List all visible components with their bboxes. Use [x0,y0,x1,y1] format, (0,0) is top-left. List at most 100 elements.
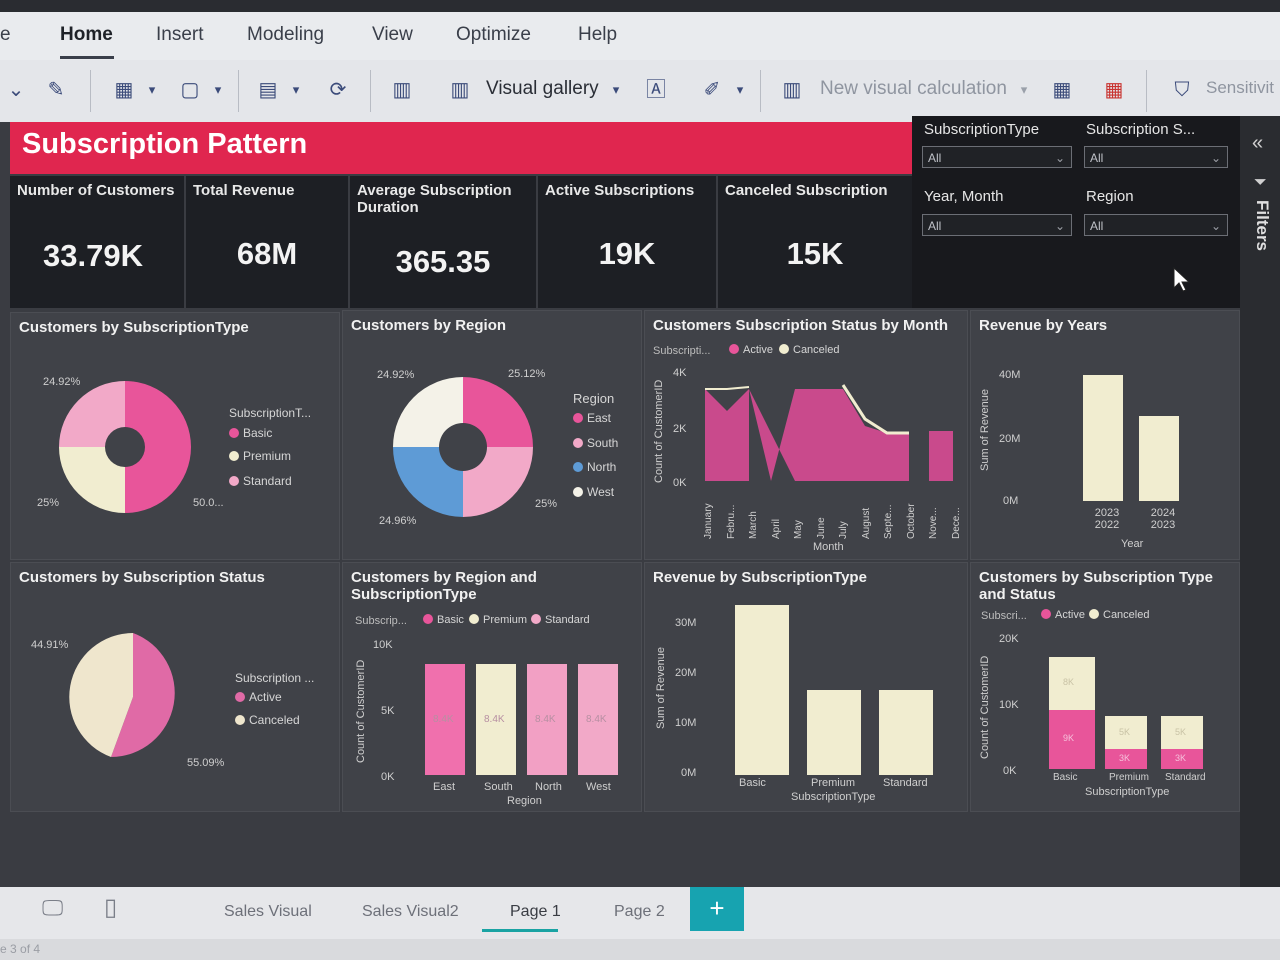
legend-title: SubscriptionT... [229,406,312,420]
bar-canceled [1105,716,1147,750]
new-visual-calculation-button[interactable]: New visual calculation [820,78,1007,99]
kpi-card-canceled[interactable]: Canceled Subscription 15K [718,176,912,308]
legend-label: Standard [545,614,590,626]
pie-slice-standard [59,381,125,447]
data-label: 50.0... [193,497,224,509]
legend-item-canceled[interactable]: Canceled [779,344,839,356]
chevron-down-icon[interactable]: ▾ [148,82,156,97]
tab-help[interactable]: Help [578,24,618,45]
chevron-down-icon[interactable]: ▾ [1020,82,1028,97]
format-painter-icon[interactable]: ✎ [47,79,65,101]
legend-item-north[interactable]: North [573,460,616,474]
legend-item-canceled[interactable]: Canceled [235,713,300,727]
chart-customers-by-region[interactable]: Customers by Region 24.92% 25.12% 25% 24… [342,310,642,560]
chart-region-and-type[interactable]: Customers by Region and SubscriptionType… [342,562,642,812]
refresh-icon[interactable]: ⟳ [329,79,347,101]
chart-status-by-month[interactable]: Customers Subscription Status by Month S… [644,310,968,560]
bar-active [1105,749,1147,769]
area-chart [705,384,953,481]
visual-calc-icon[interactable]: ▥ [782,79,802,101]
legend-item-active[interactable]: Active [1041,609,1085,621]
ribbon-tab-fragment[interactable]: e [0,24,11,45]
slicer-value: All [928,151,942,165]
collapse-pane-icon[interactable]: « [1252,132,1264,154]
sensitivity-button[interactable]: Sensitivit [1206,78,1275,97]
x-axis-title: SubscriptionType [791,791,876,803]
recent-sources-icon[interactable]: ▢ [180,79,200,101]
legend-item-standard[interactable]: Standard [229,474,292,488]
legend-item-premium[interactable]: Premium [229,449,291,463]
transform-data-icon[interactable]: ▤ [258,79,278,101]
calculator-icon[interactable]: ▦ [1052,79,1072,101]
sensitivity-icon[interactable]: ⛉ [1174,79,1190,101]
tab-modeling[interactable]: Modeling [247,24,325,45]
chart-customers-by-subscriptiontype[interactable]: Customers by SubscriptionType 24.92% 25%… [10,312,340,560]
legend-item-south[interactable]: South [573,436,618,450]
text-box-icon[interactable]: 🄰 [646,79,666,101]
legend-label: Canceled [793,344,840,356]
more-visuals-icon[interactable]: ✐ [703,79,721,101]
x-tick: Standard [883,777,928,789]
chart-revenue-by-years[interactable]: Revenue by Years 40M 20M 0M Sum of Reven… [970,310,1240,560]
kpi-card-avg-duration[interactable]: Average Subscription Duration 365.35 [350,176,538,308]
data-label: 3K [1119,753,1131,764]
y-tick: 20M [999,433,1021,445]
visual-gallery-button[interactable]: Visual gallery [486,78,599,99]
slicer-subscription-status[interactable]: All ⌄ [1084,146,1228,168]
legend-item-active[interactable]: Active [235,690,282,704]
slicer-year-month[interactable]: All ⌄ [922,214,1072,236]
page-tab-page-2[interactable]: Page 2 [614,903,665,920]
slicer-region[interactable]: All ⌄ [1084,214,1228,236]
x-axis-title: Year [1121,538,1144,550]
legend-dot [469,614,479,624]
page-tab-sales-visual[interactable]: Sales Visual [224,903,312,920]
legend-item-premium[interactable]: Premium [469,614,527,626]
data-label: 25% [535,498,558,510]
legend-item-active[interactable]: Active [729,344,773,356]
legend-item-west[interactable]: West [573,485,614,499]
tab-insert[interactable]: Insert [156,24,204,45]
chevron-down-icon[interactable]: ⌄ [7,79,25,101]
page-tab-sales-visual2[interactable]: Sales Visual2 [362,903,459,920]
mobile-view-icon[interactable]: ▯ [104,894,118,921]
chevron-down-icon[interactable]: ▾ [736,82,744,97]
chevron-down-icon[interactable]: ▾ [292,82,300,97]
area-active [749,389,909,481]
tab-view[interactable]: View [372,24,413,45]
add-page-button[interactable]: + [690,887,744,931]
chevron-down-icon: ⌄ [1054,151,1065,165]
chevron-down-icon[interactable]: ▾ [214,82,222,97]
page-count: e 3 of 4 [0,942,41,956]
filters-pane[interactable]: « ⏷ Filters [1240,116,1280,887]
visual-gallery-icon[interactable]: ▥ [450,79,470,101]
desktop-view-icon[interactable]: 🖵 [42,895,64,920]
page-tab-page-1[interactable]: Page 1 [510,903,561,920]
x-tick: Basic [1053,772,1078,783]
kpi-card-revenue[interactable]: Total Revenue 68M [186,176,350,308]
legend-item-east[interactable]: East [573,411,611,425]
tab-home[interactable]: Home [60,24,113,45]
legend-item-canceled[interactable]: Canceled [1089,609,1149,621]
legend-item-standard[interactable]: Standard [531,614,590,626]
slicer-subscription-type[interactable]: All ⌄ [922,146,1072,168]
slicer-value: All [1090,151,1104,165]
status-bar: e 3 of 4 [0,939,1280,960]
new-visual-icon[interactable]: ▥ [392,79,412,101]
area-active [929,431,953,481]
chart-type-and-status[interactable]: Customers by Subscription Type and Statu… [970,562,1240,812]
kpi-label: Average Subscription Duration [357,182,512,216]
get-data-icon[interactable]: ▦ [114,79,134,101]
kpi-card-active[interactable]: Active Subscriptions 19K [538,176,718,308]
bar-active [1049,709,1095,769]
chart-customers-by-status[interactable]: Customers by Subscription Status 44.91% … [10,562,340,812]
chart-revenue-by-type[interactable]: Revenue by SubscriptionType 30M 20M 10M … [644,562,968,812]
kpi-value: 365.35 [395,244,491,279]
legend-item-basic[interactable]: Basic [229,426,272,440]
chevron-down-icon[interactable]: ▾ [612,82,620,97]
tab-optimize[interactable]: Optimize [456,24,531,45]
kpi-card-customers[interactable]: Number of Customers 33.79K [10,176,186,308]
bar [807,690,861,775]
quick-measure-icon[interactable]: ▦ [1104,79,1124,101]
legend-item-basic[interactable]: Basic [423,614,464,626]
pie-slice-west [393,377,463,447]
